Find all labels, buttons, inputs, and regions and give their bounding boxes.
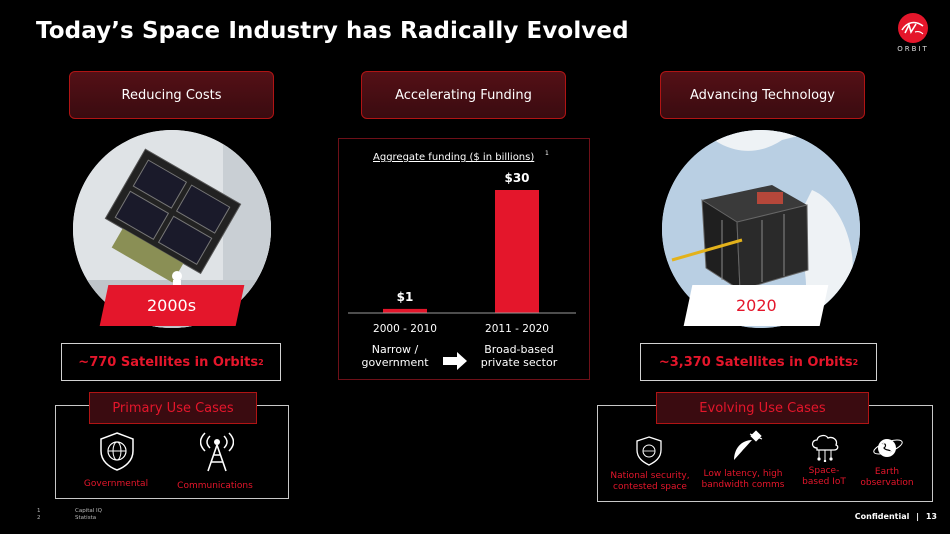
virgin-logo <box>885 6 941 58</box>
earth-orbit-icon <box>872 434 904 462</box>
confidential-label: Confidential <box>854 512 910 521</box>
use-case-label: National security, contested space <box>610 471 690 492</box>
footnote-list: 1 Capital IQ 2 Statista <box>37 508 102 522</box>
footnote-marker: 2 <box>852 357 859 367</box>
footnote-item: 1 Capital IQ <box>37 508 102 515</box>
footnote-text: Statista <box>75 515 97 521</box>
evolving-use-cases-tab: Evolving Use Cases <box>656 392 869 424</box>
era-label: 2020 <box>735 296 777 315</box>
footnote-item: 2 Statista <box>37 515 102 522</box>
era-badge-2020: 2020 <box>683 285 829 326</box>
bar-2 <box>495 190 539 313</box>
use-cases-title: Evolving Use Cases <box>699 400 826 416</box>
chart-title-footnote: 1 <box>545 150 549 157</box>
shield-globe-icon <box>634 436 664 466</box>
use-case-label: Low latency, high bandwidth comms <box>701 469 785 490</box>
antenna-tower-icon <box>199 432 235 472</box>
funding-chart-panel <box>338 138 590 380</box>
use-case-label: Governmental <box>83 479 149 489</box>
pillar-accelerating-funding: Accelerating Funding <box>361 71 566 119</box>
bar-1 <box>383 308 427 313</box>
pillar-advancing-technology: Advancing Technology <box>660 71 865 119</box>
logo-wordmark: ORBIT <box>897 45 929 53</box>
bar-data-label: $1 <box>397 290 414 304</box>
use-case-label: Communications <box>177 481 253 491</box>
satellite-count-text: ~3,370 Satellites in Orbits <box>658 354 853 370</box>
era-label: 2000s <box>147 296 197 315</box>
footnote-marker: 2 <box>258 357 264 367</box>
primary-use-cases-tab: Primary Use Cases <box>89 392 257 424</box>
use-cases-title: Primary Use Cases <box>112 400 234 416</box>
era-badge-2000s: 2000s <box>99 285 245 326</box>
satellite-count-2000s: ~770 Satellites in Orbits 2 <box>61 343 281 381</box>
shield-globe-icon <box>95 431 139 471</box>
transition-to-label: Broad-based private sector <box>480 343 558 369</box>
footer-separator: | <box>916 512 920 521</box>
chart-title: Aggregate funding ($ in billions) <box>373 152 534 163</box>
x-tick-label: 2011 - 2020 <box>485 323 549 335</box>
footnote-text: Capital IQ <box>75 508 102 514</box>
use-case-label: Earth observation <box>860 467 914 488</box>
transition-from-label: Narrow / government <box>361 343 429 369</box>
bar-data-label: $30 <box>504 171 529 185</box>
pillar-label: Accelerating Funding <box>395 87 532 103</box>
use-case-label: Space-based IoT <box>802 466 846 487</box>
x-tick-label: 2000 - 2010 <box>373 323 437 335</box>
cloud-network-icon <box>809 432 841 463</box>
footer: Confidential | 13 <box>855 512 937 521</box>
pillar-label: Reducing Costs <box>121 87 222 103</box>
satellite-count-2020: ~3,370 Satellites in Orbits 2 <box>640 343 877 381</box>
footnote-number: 1 <box>37 508 41 514</box>
pillar-label: Advancing Technology <box>689 87 836 103</box>
footnote-number: 2 <box>37 515 41 521</box>
page-title: Today’s Space Industry has Radically Evo… <box>36 18 629 44</box>
pillar-reducing-costs: Reducing Costs <box>69 71 274 119</box>
page-number: 13 <box>925 512 937 521</box>
arrow-right-icon <box>441 351 469 371</box>
funding-bar-chart: Aggregate funding ($ in billions) 1 $1 20… <box>348 150 576 335</box>
satellite-count-text: ~770 Satellites in Orbits <box>78 354 259 370</box>
satellite-dish-icon <box>730 430 764 464</box>
